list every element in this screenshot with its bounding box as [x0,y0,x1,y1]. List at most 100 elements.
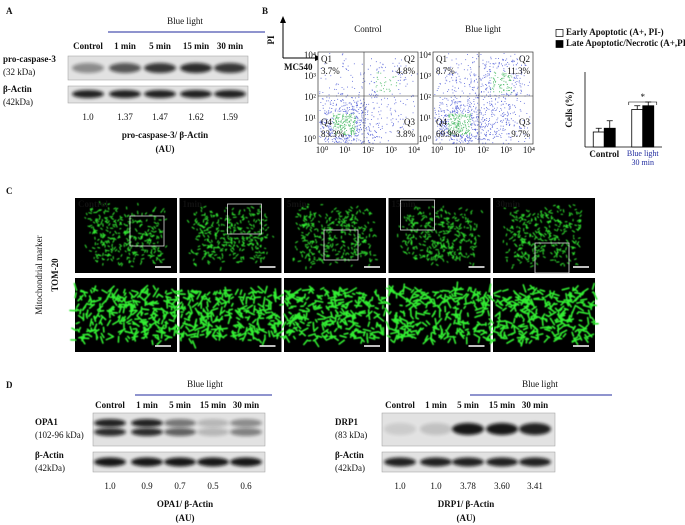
blot-band [180,63,212,73]
y-tick-label: 10¹ [304,113,316,123]
quadrant-id: Q2 [519,54,530,64]
ratio: 0.6 [240,481,252,491]
column-label: 1min [183,199,203,209]
panel-label: B [262,6,268,16]
legend-swatch [555,40,564,48]
y-tick-label: 10⁴ [304,50,316,60]
bar [603,127,616,148]
panel-label: D [6,380,13,390]
x-tick-label: 10⁰ [316,145,329,155]
y-tick-label: 10⁰ [303,134,316,144]
quadrant-id: Q4 [436,117,447,127]
lane-label: 1 min [425,400,447,410]
y-axis-label: PI [266,35,276,44]
lane-label: 5 min [457,400,479,410]
quadrant-value: 11.3% [507,66,530,76]
y-tick-label: 10³ [304,71,316,81]
mitochondria [173,285,284,349]
blot-band [519,457,551,467]
x-tick-label: 10² [477,145,489,155]
lane-label: 15 min [489,400,515,410]
ratio: 1.0 [104,481,116,491]
blot-band [144,63,176,73]
lane-label: 15 min [183,41,209,51]
blot-band [197,428,229,436]
mitochondria [383,281,499,346]
column-label: 5min [287,199,307,209]
zoom-box [400,199,435,231]
lane-label: 15 min [200,400,226,410]
ratio: 1.62 [188,112,204,122]
blot-band [164,457,196,467]
column-label: Control [78,199,108,209]
blot-band [384,457,416,467]
row-size: (83 kDa) [335,430,367,440]
row-size: (42kDa) [35,463,65,473]
ratio: 0.5 [207,481,219,491]
quadrant-value: 69.9% [436,129,460,139]
blot-band [486,457,518,467]
ratio-label: pro-caspase-3/ β-Actin [122,130,208,140]
ratio: 1.0 [394,481,406,491]
lane-label: 30 min [233,400,259,410]
legend-label: Late Apoptotic/Necrotic (A+,PI+) [566,38,685,48]
blot-band [72,63,104,73]
x-tick-label: 10¹ [454,145,466,155]
zoom-box [227,203,262,235]
ratio: 1.59 [222,112,238,122]
row-name: β-Actin [35,450,64,460]
bar [642,105,655,148]
x-tick-label-box: Blue light 30 min [626,149,659,167]
row-name: β-Actin [3,84,32,94]
y-axis-label: Cells (%) [564,91,574,127]
lane-label: Control [385,400,415,410]
ratio-label: OPA1/ β-Actin [157,499,213,509]
quadrant-value: 4.8% [396,66,415,76]
blot-band [109,63,141,73]
ratio: 3.78 [460,481,476,491]
marker-label: TOM-20 [50,258,60,292]
blot-band [109,90,141,98]
x-tick-label: 10³ [385,145,397,155]
ratio: 1.0 [82,112,94,122]
x-tick-label: 10⁰ [431,145,444,155]
plot-title: Control [354,24,382,34]
x-tick-label: 10² [362,145,374,155]
micrograph [179,198,282,273]
row-size: (42kDa) [335,463,365,473]
blot-band [144,90,176,98]
x-tick-label: Blue light 30 min [626,149,659,167]
ratio: 3.41 [527,481,543,491]
legend-swatch [555,29,564,37]
blot-band [230,457,262,467]
blot-band [94,457,126,467]
quadrant-value: 3.8% [396,129,415,139]
zoom-box [534,242,570,274]
error-bar [595,127,602,132]
header: Blue light [522,379,558,389]
blot-band [214,90,246,98]
mitochondria [292,203,378,270]
row-name: β-Actin [335,450,364,460]
ratio-unit: (AU) [176,513,195,523]
row-size: (42kDa) [3,97,33,107]
lane-label: 30 min [217,41,243,51]
row-name: OPA1 [35,417,58,427]
flow-events [319,53,418,144]
quadrant-id: Q3 [519,117,530,127]
lane-label: 1 min [136,400,158,410]
mitochondria [69,282,184,346]
ratio: 0.7 [174,481,186,491]
y-tick-label: 10¹ [419,113,431,123]
blot-band [72,90,104,98]
quadrant-value: 83.3% [321,129,345,139]
blot-band [214,63,246,73]
mitochondria [186,205,275,271]
panel-label: C [6,186,13,196]
blot-band [420,423,452,435]
blot-band [420,457,452,467]
blot-band [230,419,262,427]
ratio-label: DRP1/ β-Actin [438,499,494,509]
lane-label: 30 min [522,400,548,410]
